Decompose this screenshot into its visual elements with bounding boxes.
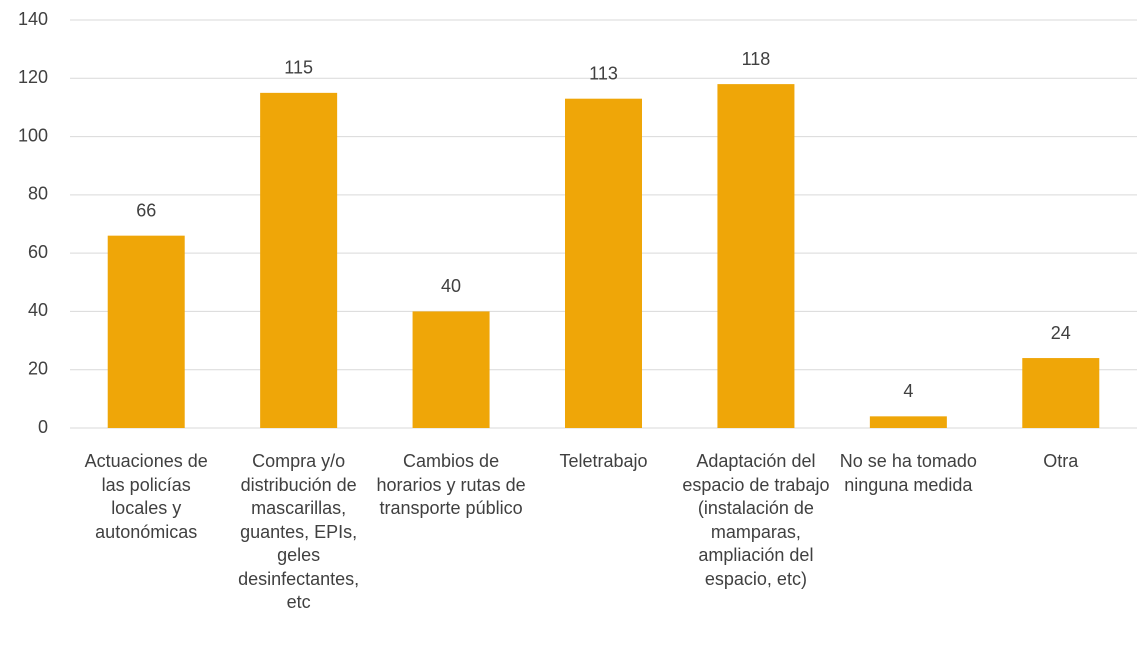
data-label: 118 (742, 49, 771, 69)
y-tick-label: 140 (18, 9, 48, 29)
data-label: 113 (589, 63, 618, 83)
data-label: 115 (284, 58, 313, 78)
y-tick-label: 120 (18, 67, 48, 87)
x-tick-label: Otra (1043, 451, 1079, 471)
bar (260, 92, 338, 428)
bar (1022, 358, 1100, 428)
y-tick-label: 20 (28, 358, 48, 378)
y-tick-label: 60 (28, 242, 48, 262)
bar (412, 311, 490, 428)
y-tick-label: 0 (38, 417, 48, 437)
x-tick-label: Compra y/o distribución de mascarillas, … (238, 451, 360, 612)
data-label: 40 (441, 276, 461, 296)
bar (565, 98, 642, 428)
data-label: 4 (903, 381, 913, 401)
data-label: 66 (136, 200, 156, 220)
x-tick-label: No se ha tomado ninguna medida (839, 451, 977, 495)
y-tick-label: 80 (28, 184, 48, 204)
data-label: 24 (1051, 323, 1071, 343)
x-tick-label: Cambios de horarios y rutas de transport… (376, 451, 526, 518)
y-tick-label: 40 (28, 300, 48, 320)
bar (107, 235, 185, 428)
x-tick-label: Adaptación del espacio de trabajo (insta… (682, 451, 830, 589)
x-tick-label: Actuaciones de las policías locales y au… (84, 451, 208, 542)
x-tick-label: Teletrabajo (559, 451, 648, 471)
bar (717, 84, 795, 428)
bar (869, 416, 947, 428)
y-tick-label: 100 (18, 125, 48, 145)
